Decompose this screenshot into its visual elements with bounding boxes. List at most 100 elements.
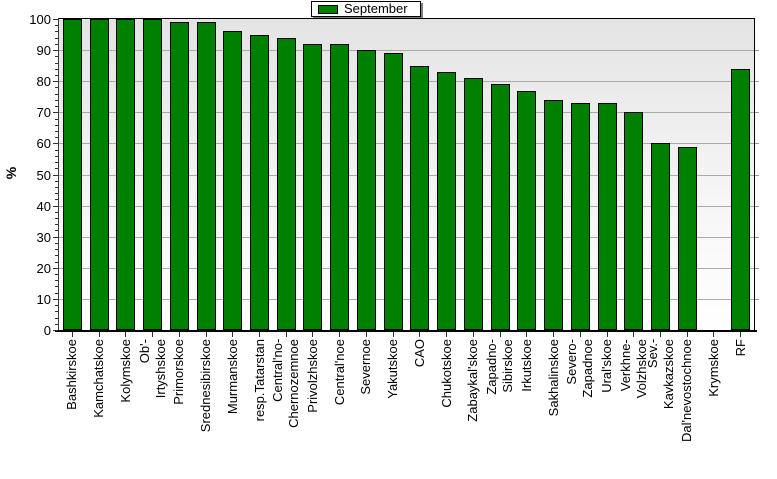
bar-Zabaykal'skoe (463, 78, 483, 330)
bar-Severo--Zapadnoe (570, 103, 590, 330)
y-minor-tick-96 (55, 31, 58, 32)
gridlines-layer (59, 19, 754, 330)
x-tick-slot (273, 332, 300, 337)
y-right-tick-90 (755, 50, 759, 51)
x-label-slot: Severnoe (353, 339, 380, 479)
x-label-slot: resp.Tatarstan (246, 339, 273, 479)
x-tick (312, 332, 314, 337)
x-tick-label: Murmanskoe (224, 339, 240, 415)
bar-Ob'--Irtyshskoe (143, 19, 163, 330)
y-minor-tick-64 (55, 131, 58, 132)
x-tick (152, 332, 154, 337)
bar-Sakhalinskoe (544, 100, 564, 330)
x-label-slot: Yakutskoe (380, 339, 407, 479)
x-tick-label: Ural'skoe (599, 339, 615, 393)
x-tick-label: Kamchatskoe (91, 339, 107, 418)
x-label-slot: Sakhalinskoe (540, 339, 567, 479)
y-tick-label-30: 30 (36, 230, 51, 245)
y-minor-tick-62 (55, 137, 58, 138)
x-tick (606, 332, 608, 337)
bar-slot (273, 19, 300, 330)
x-label-slot: Ural'skoe (594, 339, 621, 479)
x-tick-label: Central'noe (331, 339, 347, 406)
x-tick-slot (620, 332, 647, 337)
y-minor-tick-14 (55, 286, 58, 287)
y-right-tick-50 (755, 175, 759, 176)
y-major-tick-60 (53, 143, 58, 144)
x-tick-slot (513, 332, 540, 337)
x-tick-label: Kolymskoe (117, 339, 133, 403)
bar-slot (219, 19, 246, 330)
x-axis-ticks (59, 332, 754, 337)
x-label-slot: Dal'nevostochnoe (674, 339, 701, 479)
y-minor-tick-86 (55, 63, 58, 64)
y-major-tick-10 (53, 299, 58, 300)
bar-Ural'skoe (597, 103, 617, 330)
y-tick-label-60: 60 (36, 136, 51, 151)
x-tick-slot (567, 332, 594, 337)
x-tick-label: Severnoe (358, 339, 374, 395)
x-tick (499, 332, 501, 337)
bar-Verkhne--Volzhskoe (624, 112, 644, 330)
y-major-tick-90 (53, 50, 58, 51)
bar-Yakutskoe (383, 53, 403, 330)
y-minor-tick-76 (55, 94, 58, 95)
bar-Chukotskoe (437, 72, 457, 330)
bar-Severnoe (356, 50, 376, 330)
bar-slot (59, 19, 86, 330)
x-tick-slot (487, 332, 514, 337)
x-tick (633, 332, 635, 337)
y-right-tick-30 (755, 237, 759, 238)
x-tick-slot (460, 332, 487, 337)
y-tick-label-80: 80 (36, 74, 51, 89)
y-minor-tick-94 (55, 38, 58, 39)
x-tick-slot (86, 332, 113, 337)
x-tick-slot (433, 332, 460, 337)
y-minor-tick-66 (55, 125, 58, 126)
bar-slot (112, 19, 139, 330)
gridline-80 (59, 81, 754, 82)
bar-slot (353, 19, 380, 330)
x-tick-slot (326, 332, 353, 337)
x-tick (419, 332, 421, 337)
x-tick (472, 332, 474, 337)
y-major-tick-80 (53, 81, 58, 82)
y-tick-label-10: 10 (36, 292, 51, 307)
x-tick-slot (300, 332, 327, 337)
y-minor-tick-54 (55, 162, 58, 163)
x-tick-label: Irkutskoe (518, 339, 534, 392)
x-tick (713, 332, 715, 337)
x-label-slot: Srednesibirskoe (193, 339, 220, 479)
bar-RF (731, 69, 751, 330)
gridline-50 (59, 175, 754, 176)
bar-Kamchatskoe (89, 19, 109, 330)
x-tick-label: Severo- Zapadnoe (564, 339, 596, 398)
gridline-30 (59, 237, 754, 238)
y-minor-tick-38 (55, 212, 58, 213)
legend: September (311, 1, 421, 17)
y-major-tick-30 (53, 237, 58, 238)
y-tick-label-50: 50 (36, 168, 51, 183)
x-tick-slot (674, 332, 701, 337)
y-right-tick-20 (755, 268, 759, 269)
bar-CAO (410, 66, 430, 330)
bar-Central'noe (330, 44, 350, 330)
y-major-tick-50 (53, 175, 58, 176)
y-minor-tick-34 (55, 224, 58, 225)
y-tick-label-0: 0 (43, 323, 51, 338)
x-tick-label: resp.Tatarstan (251, 339, 267, 422)
y-major-tick-70 (53, 112, 58, 113)
x-label-slot: Ob'- Irtyshskoe (137, 339, 168, 479)
y-minor-tick-42 (55, 199, 58, 200)
x-tick-slot (380, 332, 407, 337)
bar-slot (620, 19, 647, 330)
x-tick-slot (112, 332, 139, 337)
y-minor-tick-48 (55, 181, 58, 182)
bar-Irkutskoe (517, 91, 537, 330)
x-tick (125, 332, 127, 337)
y-tick-label-70: 70 (36, 105, 51, 120)
x-tick (98, 332, 100, 337)
x-tick-slot (59, 332, 86, 337)
bar-Kolymskoe (116, 19, 136, 330)
bar-slot (674, 19, 701, 330)
